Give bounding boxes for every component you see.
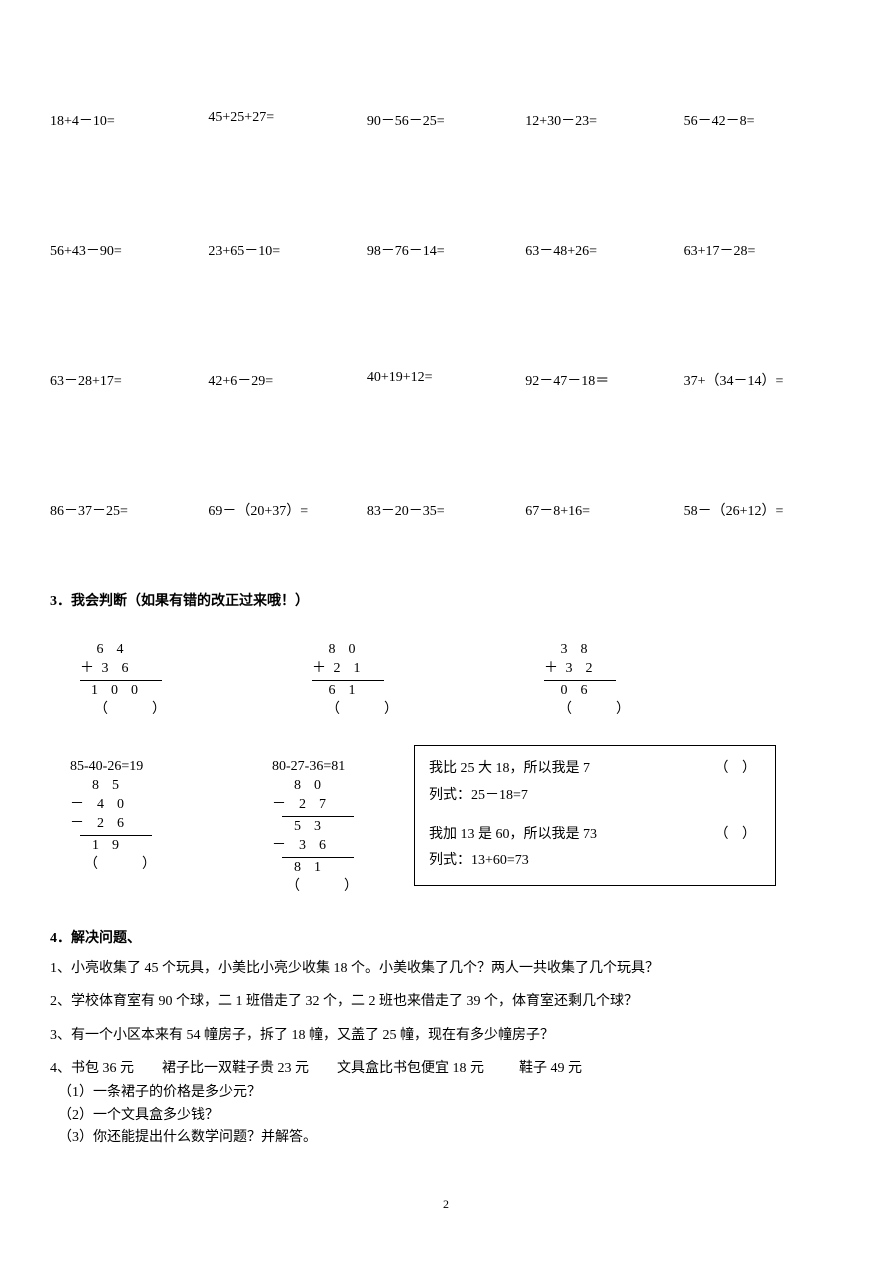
eq-cell: 40+19+12= [367, 370, 525, 390]
box-row: 我比 25 大 18，所以我是 7 （ ） [429, 756, 761, 783]
box-text: 列式：25－18=7 [429, 783, 761, 810]
section4-title: 4．解决问题、 [50, 927, 842, 947]
eq-cell: 67－8+16= [525, 500, 683, 520]
box-text: 我比 25 大 18，所以我是 7 [429, 756, 590, 783]
line: － 2 6 [70, 816, 126, 831]
line: 1 0 0 [80, 683, 140, 698]
line: ＋ 2 1 [312, 661, 363, 676]
box-paren: （ ） [715, 756, 762, 783]
paren: （ ） [80, 702, 172, 717]
line: 0 6 [544, 683, 590, 698]
problem-4: 4、书包 36 元 裙子比一双鞋子贵 23 元 文具盒比书包便宜 18 元 鞋子… [50, 1059, 842, 1079]
line: 8 0 [312, 642, 358, 657]
problem-4-1: （1）一条裙子的价格是多少元？ [58, 1083, 842, 1103]
rule [80, 680, 162, 681]
heading: 80-27-36=81 [272, 759, 345, 774]
paren: （ ） [544, 702, 636, 717]
line: － 2 7 [272, 797, 328, 812]
eq-cell: 83－20－35= [367, 500, 525, 520]
eq-cell: 12+30－23= [525, 110, 683, 130]
rule [312, 680, 384, 681]
line: － 4 0 [70, 797, 126, 812]
equation-grid: 18+4－10= 45+25+27= 90－56－25= 12+30－23= 5… [50, 110, 842, 520]
eq-row-1: 18+4－10= 45+25+27= 90－56－25= 12+30－23= 5… [50, 110, 842, 130]
paren: （ ） [312, 702, 404, 717]
line: 5 3 [272, 819, 323, 834]
eq-cell: 56－42－8= [684, 110, 842, 130]
page-number: 2 [0, 1197, 892, 1212]
vertical-sub-2: 80-27-36=81 8 0 － 2 7 5 3 － 3 6 8 1 （ ） [272, 739, 364, 896]
line: 6 1 [312, 683, 358, 698]
box-text: 我加 13 是 60，所以我是 73 [429, 822, 597, 849]
problem-3: 3、有一个小区本来有 54 幢房子，拆了 18 幢，又盖了 25 幢，现在有多少… [50, 1026, 842, 1046]
line: 8 0 [272, 778, 323, 793]
eq-cell: 90－56－25= [367, 110, 525, 130]
heading: 85-40-26=19 [70, 759, 143, 774]
rule [80, 835, 152, 836]
eq-cell: 58－（26+12）= [684, 500, 842, 520]
line: ＋ 3 2 [544, 661, 595, 676]
problem-4-2: （2）一个文具盒多少钱？ [58, 1106, 842, 1126]
eq-cell: 56+43－90= [50, 240, 208, 260]
vertical-sub-1: 85-40-26=19 8 5 － 4 0 － 2 6 1 9 （ ） [70, 739, 162, 874]
problem-2: 2、学校体育室有 90 个球，二 1 班借走了 32 个，二 2 班也来借走了 … [50, 992, 842, 1012]
eq-cell: 42+6－29= [208, 370, 366, 390]
eq-row-3: 63－28+17= 42+6－29= 40+19+12= 92－47－18＝ 3… [50, 370, 842, 390]
box-row: 我加 13 是 60，所以我是 73 （ ） [429, 822, 761, 849]
problems: 1、小亮收集了 45 个玩具，小美比小亮少收集 18 个。小美收集了几个？两人一… [50, 959, 842, 1148]
line: 3 8 [544, 642, 590, 657]
eq-cell: 92－47－18＝ [525, 370, 683, 390]
eq-cell: 63－28+17= [50, 370, 208, 390]
eq-cell: 45+25+27= [208, 110, 366, 130]
eq-cell: 63－48+26= [525, 240, 683, 260]
paren: （ ） [70, 857, 162, 872]
rule [282, 816, 354, 817]
paren: （ ） [272, 879, 364, 894]
word-problem-box: 我比 25 大 18，所以我是 7 （ ） 列式：25－18=7 我加 13 是… [414, 745, 776, 885]
line: 6 4 [80, 642, 126, 657]
eq-row-4: 86－37－25= 69－（20+37）= 83－20－35= 67－8+16=… [50, 500, 842, 520]
line: 8 1 [272, 860, 323, 875]
line: 1 9 [70, 838, 121, 853]
eq-cell: 86－37－25= [50, 500, 208, 520]
problem-4-3: （3）你还能提出什么数学问题？并解答。 [58, 1128, 842, 1148]
vertical-add-1: 6 4 ＋ 3 6 1 0 0 （ ） [80, 622, 172, 719]
eq-cell: 69－（20+37）= [208, 500, 366, 520]
section3-title: 3．我会判断（如果有错的改正过来哦！） [50, 590, 842, 610]
check-row-2: 85-40-26=19 8 5 － 4 0 － 2 6 1 9 （ ） 80-2… [50, 739, 842, 896]
check-row-1: 6 4 ＋ 3 6 1 0 0 （ ） 8 0 ＋ 2 1 6 1 （ ） 3 … [50, 622, 842, 719]
eq-cell: 37+（34－14）= [684, 370, 842, 390]
box-paren: （ ） [715, 822, 762, 849]
eq-cell: 18+4－10= [50, 110, 208, 130]
eq-cell: 23+65－10= [208, 240, 366, 260]
problem-1: 1、小亮收集了 45 个玩具，小美比小亮少收集 18 个。小美收集了几个？两人一… [50, 959, 842, 979]
line: 8 5 [70, 778, 121, 793]
eq-cell: 63+17－28= [684, 240, 842, 260]
rule [544, 680, 616, 681]
eq-cell: 98－76－14= [367, 240, 525, 260]
line: － 3 6 [272, 838, 328, 853]
eq-row-2: 56+43－90= 23+65－10= 98－76－14= 63－48+26= … [50, 240, 842, 260]
rule [282, 857, 354, 858]
vertical-add-3: 3 8 ＋ 3 2 0 6 （ ） [544, 622, 636, 719]
line: ＋ 3 6 [80, 661, 131, 676]
box-text: 列式：13+60=73 [429, 848, 761, 875]
vertical-add-2: 8 0 ＋ 2 1 6 1 （ ） [312, 622, 404, 719]
